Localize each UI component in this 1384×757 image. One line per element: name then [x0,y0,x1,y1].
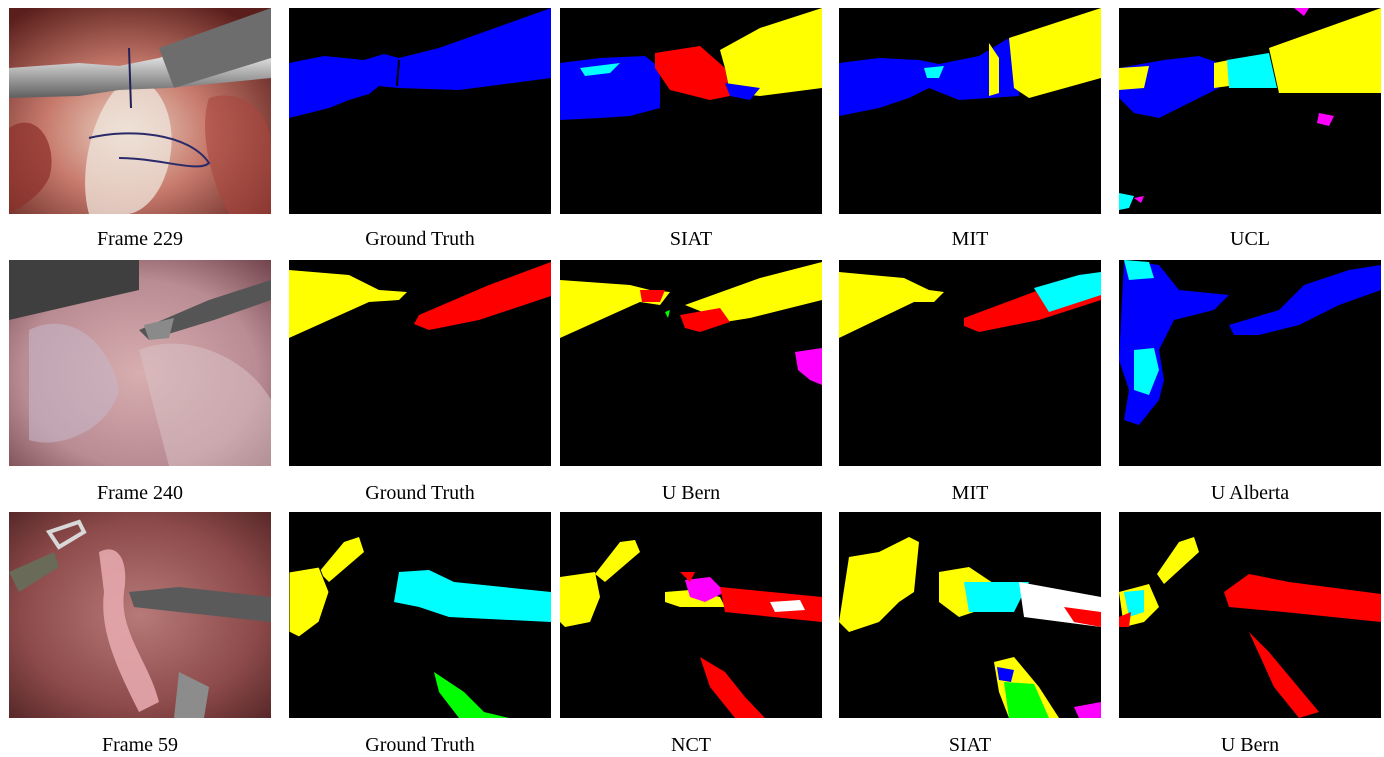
segmentation-cell: Ground Truth [289,8,551,250]
photo-cell: Frame 240 [9,260,271,504]
caption: Frame 59 [101,734,179,756]
segmentation-mask-ucl [1119,8,1381,214]
caption: Ground Truth [365,228,475,250]
caption: UCL [1230,228,1270,250]
segmentation-cell: U Bern [1119,512,1381,756]
caption: U Bern [661,482,721,504]
segmentation-cell: MIT [839,260,1101,504]
segmentation-mask-mit [839,260,1101,466]
caption: Ground Truth [365,482,475,504]
segmentation-mask-u-bern [1119,512,1381,718]
segmentation-mask-mit [839,8,1101,214]
segmentation-mask-ground-truth [289,260,551,466]
segmentation-mask-siat [560,8,822,214]
segmentation-cell: U Alberta [1119,260,1381,504]
caption: Ground Truth [365,734,475,756]
segmentation-cell: UCL [1119,8,1381,250]
caption: U Alberta [1210,482,1290,504]
segmentation-mask-nct [560,512,822,718]
caption: SIAT [669,228,713,250]
segmentation-mask-u-alberta [1119,260,1381,466]
segmentation-cell: MIT [839,8,1101,250]
segmentation-mask-ground-truth [289,8,551,214]
surgical-photo [9,8,271,214]
caption: MIT [951,228,989,250]
caption: Frame 240 [96,482,184,504]
surgical-photo [9,260,271,466]
segmentation-cell: Ground Truth [289,512,551,756]
segmentation-cell: U Bern [560,260,822,504]
segmentation-mask-ground-truth [289,512,551,718]
caption: U Bern [1220,734,1280,756]
caption: SIAT [948,734,992,756]
segmentation-mask-siat [839,512,1101,718]
segmentation-cell: SIAT [839,512,1101,756]
caption: NCT [671,734,711,756]
segmentation-cell: Ground Truth [289,260,551,504]
segmentation-mask-u-bern [560,260,822,466]
caption: Frame 229 [96,228,184,250]
photo-cell: Frame 229 [9,8,271,250]
caption: MIT [951,482,989,504]
photo-cell: Frame 59 [9,512,271,756]
segmentation-cell: SIAT [560,8,822,250]
segmentation-cell: NCT [560,512,822,756]
surgical-photo [9,512,271,718]
